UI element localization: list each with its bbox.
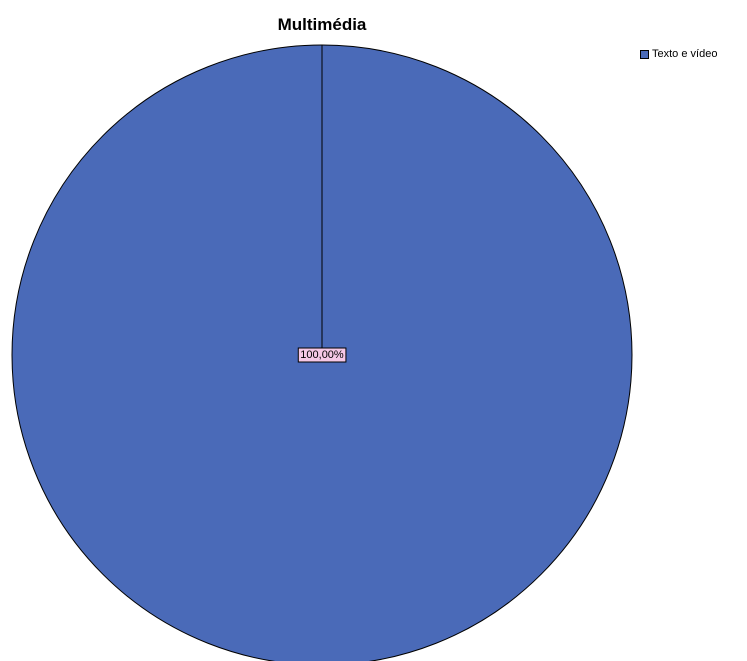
data-label-box: 100,00% xyxy=(297,347,347,363)
legend-swatch-texto-e-video xyxy=(640,49,649,59)
legend: Texto e vídeo xyxy=(640,48,717,60)
chart-title: Multimédia xyxy=(277,15,367,34)
legend-label-texto-e-video: Texto e vídeo xyxy=(652,48,718,60)
data-label: 100,00% xyxy=(300,349,344,361)
data-label-background xyxy=(297,347,347,363)
